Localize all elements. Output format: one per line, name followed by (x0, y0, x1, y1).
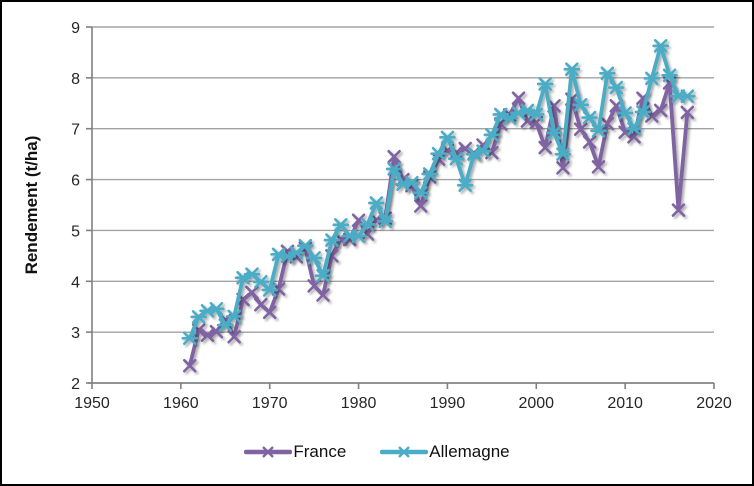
legend-label-france: France (293, 442, 347, 461)
svg-text:1980: 1980 (341, 395, 377, 412)
chart-legend: France Allemagne (2, 442, 752, 462)
svg-text:1950: 1950 (74, 395, 110, 412)
svg-text:5: 5 (71, 223, 80, 240)
svg-text:2: 2 (71, 376, 80, 393)
svg-text:6: 6 (71, 173, 80, 190)
svg-text:1970: 1970 (252, 395, 288, 412)
legend-label-allemagne: Allemagne (429, 442, 510, 461)
svg-text:7: 7 (71, 122, 80, 139)
svg-text:3: 3 (71, 325, 80, 342)
svg-text:1960: 1960 (163, 395, 199, 412)
svg-text:1990: 1990 (430, 395, 466, 412)
svg-text:2010: 2010 (607, 395, 643, 412)
svg-text:9: 9 (71, 20, 80, 37)
allemagne-line-marker-icon (380, 446, 429, 458)
legend-item-france: France (244, 442, 346, 462)
svg-text:8: 8 (71, 71, 80, 88)
legend-item-allemagne: Allemagne (380, 442, 510, 462)
svg-text:4: 4 (71, 274, 80, 291)
france-line-marker-icon (244, 446, 293, 458)
svg-text:2020: 2020 (696, 395, 732, 412)
svg-text:2000: 2000 (518, 395, 554, 412)
